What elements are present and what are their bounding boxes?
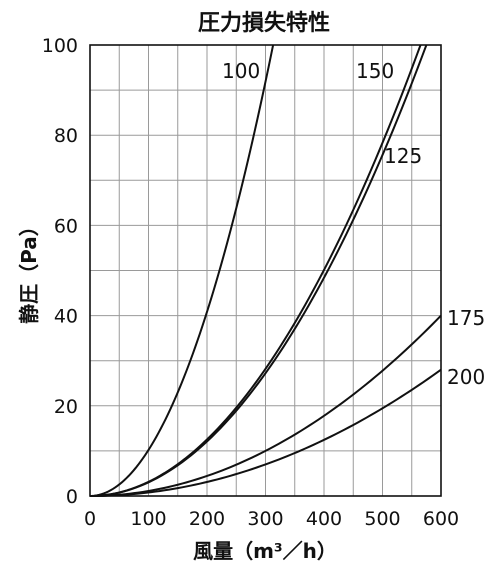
series-label-150: 150 [356,59,394,83]
plot-frame [89,44,442,497]
x-tick-label: 600 [423,508,459,530]
x-axis-label: 風量（m³／h） [193,539,337,563]
x-tick-label: 500 [364,508,400,530]
grid [90,45,441,496]
series-label-175: 175 [447,306,485,330]
x-tick-label: 100 [130,508,166,530]
series-label-200: 200 [447,365,485,389]
x-tick-label: 300 [247,508,283,530]
y-tick-label: 0 [66,486,78,508]
x-tick-label: 400 [306,508,342,530]
y-axis-label: 静圧（Pa） [17,216,41,324]
curve-200 [89,368,442,497]
x-tick-label: 0 [84,508,96,530]
y-tick-label: 100 [42,35,78,57]
curve-100 [89,44,275,497]
series-labels: 100 150 125 175 200 [222,59,485,389]
x-tick-label: 200 [189,508,225,530]
series-label-125: 125 [384,144,422,168]
curve-175 [89,314,442,497]
series-label-100: 100 [222,59,260,83]
y-tick-label: 40 [54,306,78,328]
y-tick-label: 20 [54,396,78,418]
tick-labels: 0 100 200 300 400 500 600 0 20 40 60 80 100 [42,35,459,530]
y-tick-label: 80 [54,125,78,147]
y-tick-label: 60 [54,215,78,237]
chart-title: 圧力損失特性 [198,10,330,36]
curve-125 [89,44,428,497]
curves [89,44,442,497]
